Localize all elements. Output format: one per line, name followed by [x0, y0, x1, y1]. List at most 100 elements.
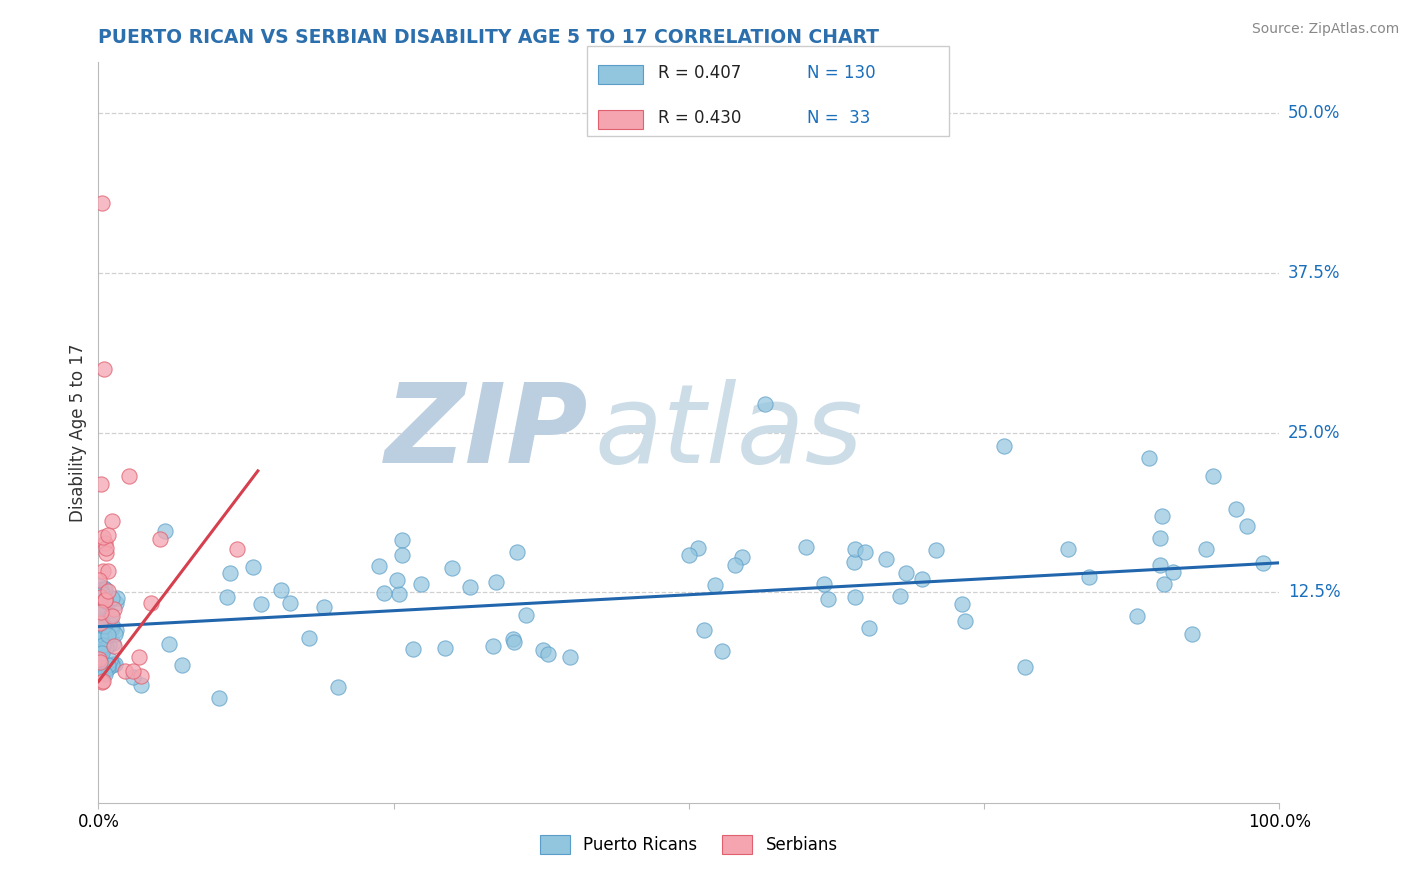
Point [208, 691, 231, 706]
Point [950, 597, 973, 611]
Point [373, 585, 395, 599]
Point [226, 542, 249, 557]
Point [813, 577, 835, 591]
Point [90, 627, 112, 641]
Point [89, 652, 111, 666]
Point [93, 637, 115, 651]
Point [391, 533, 413, 547]
Bar [599, 65, 644, 84]
Point [93, 581, 115, 595]
Point [94, 582, 117, 597]
Point [842, 556, 865, 570]
Point [249, 597, 271, 611]
Point [91, 586, 114, 600]
FancyBboxPatch shape [588, 46, 949, 136]
Point [103, 636, 125, 650]
Point [215, 590, 238, 604]
Point [896, 566, 918, 580]
Point [90, 608, 112, 623]
Point [89, 579, 111, 593]
Legend: Puerto Ricans, Serbians: Puerto Ricans, Serbians [533, 829, 845, 861]
Point [93, 599, 115, 614]
Point [94, 536, 117, 550]
Point [503, 634, 526, 648]
Point [96, 546, 118, 560]
Point [104, 627, 127, 641]
Point [89, 650, 111, 665]
Point [844, 590, 866, 604]
Point [128, 650, 150, 665]
Point [889, 589, 911, 603]
Point [93, 530, 115, 544]
Point [101, 609, 124, 624]
Point [1153, 577, 1175, 591]
Point [312, 600, 335, 615]
Point [1150, 509, 1173, 524]
Point [1126, 609, 1149, 624]
Point [97, 657, 120, 672]
Point [129, 678, 152, 692]
Point [91, 195, 114, 210]
Point [1149, 558, 1171, 573]
Point [485, 575, 508, 590]
Text: 50.0%: 50.0% [1288, 104, 1340, 122]
Point [385, 573, 408, 587]
Point [458, 580, 481, 594]
Point [93, 665, 115, 680]
Point [1236, 519, 1258, 533]
Point [121, 670, 143, 684]
Point [114, 664, 136, 678]
Point [91, 607, 114, 621]
Point [1181, 627, 1204, 641]
Point [91, 619, 114, 633]
Point [122, 664, 145, 678]
Point [90, 644, 112, 658]
Text: N = 130: N = 130 [807, 63, 876, 82]
Point [558, 649, 581, 664]
Point [100, 607, 122, 622]
Point [91, 674, 114, 689]
Point [93, 361, 115, 376]
Point [482, 640, 505, 654]
Point [153, 524, 176, 538]
Point [391, 548, 413, 562]
Text: ZIP: ZIP [385, 379, 589, 486]
Point [440, 560, 463, 574]
Point [97, 661, 120, 675]
Point [724, 558, 747, 572]
Point [218, 566, 240, 581]
Point [1149, 531, 1171, 545]
Point [91, 674, 114, 689]
Point [97, 628, 120, 642]
Point [141, 596, 163, 610]
Point [326, 680, 349, 694]
Point [100, 621, 122, 635]
Text: 12.5%: 12.5% [1288, 583, 1340, 601]
Point [105, 623, 128, 637]
Point [1014, 660, 1036, 674]
Point [242, 560, 264, 574]
Point [754, 397, 776, 411]
Point [298, 631, 321, 645]
Text: PUERTO RICAN VS SERBIAN DISABILITY AGE 5 TO 17 CORRELATION CHART: PUERTO RICAN VS SERBIAN DISABILITY AGE 5… [98, 28, 879, 47]
Point [409, 577, 432, 591]
Point [101, 591, 124, 605]
Point [278, 596, 301, 610]
Point [97, 564, 120, 578]
Point [93, 633, 115, 648]
Text: Source: ZipAtlas.com: Source: ZipAtlas.com [1251, 22, 1399, 37]
Point [89, 656, 111, 670]
Point [537, 648, 560, 662]
Point [858, 621, 880, 635]
Point [104, 657, 127, 671]
Point [433, 640, 456, 655]
Point [90, 646, 112, 660]
Text: atlas: atlas [595, 379, 863, 486]
Point [94, 667, 117, 681]
Point [1057, 542, 1080, 557]
Y-axis label: Disability Age 5 to 17: Disability Age 5 to 17 [69, 343, 87, 522]
Point [711, 643, 734, 657]
Point [101, 618, 124, 632]
Text: 37.5%: 37.5% [1288, 264, 1340, 282]
Point [91, 638, 114, 652]
